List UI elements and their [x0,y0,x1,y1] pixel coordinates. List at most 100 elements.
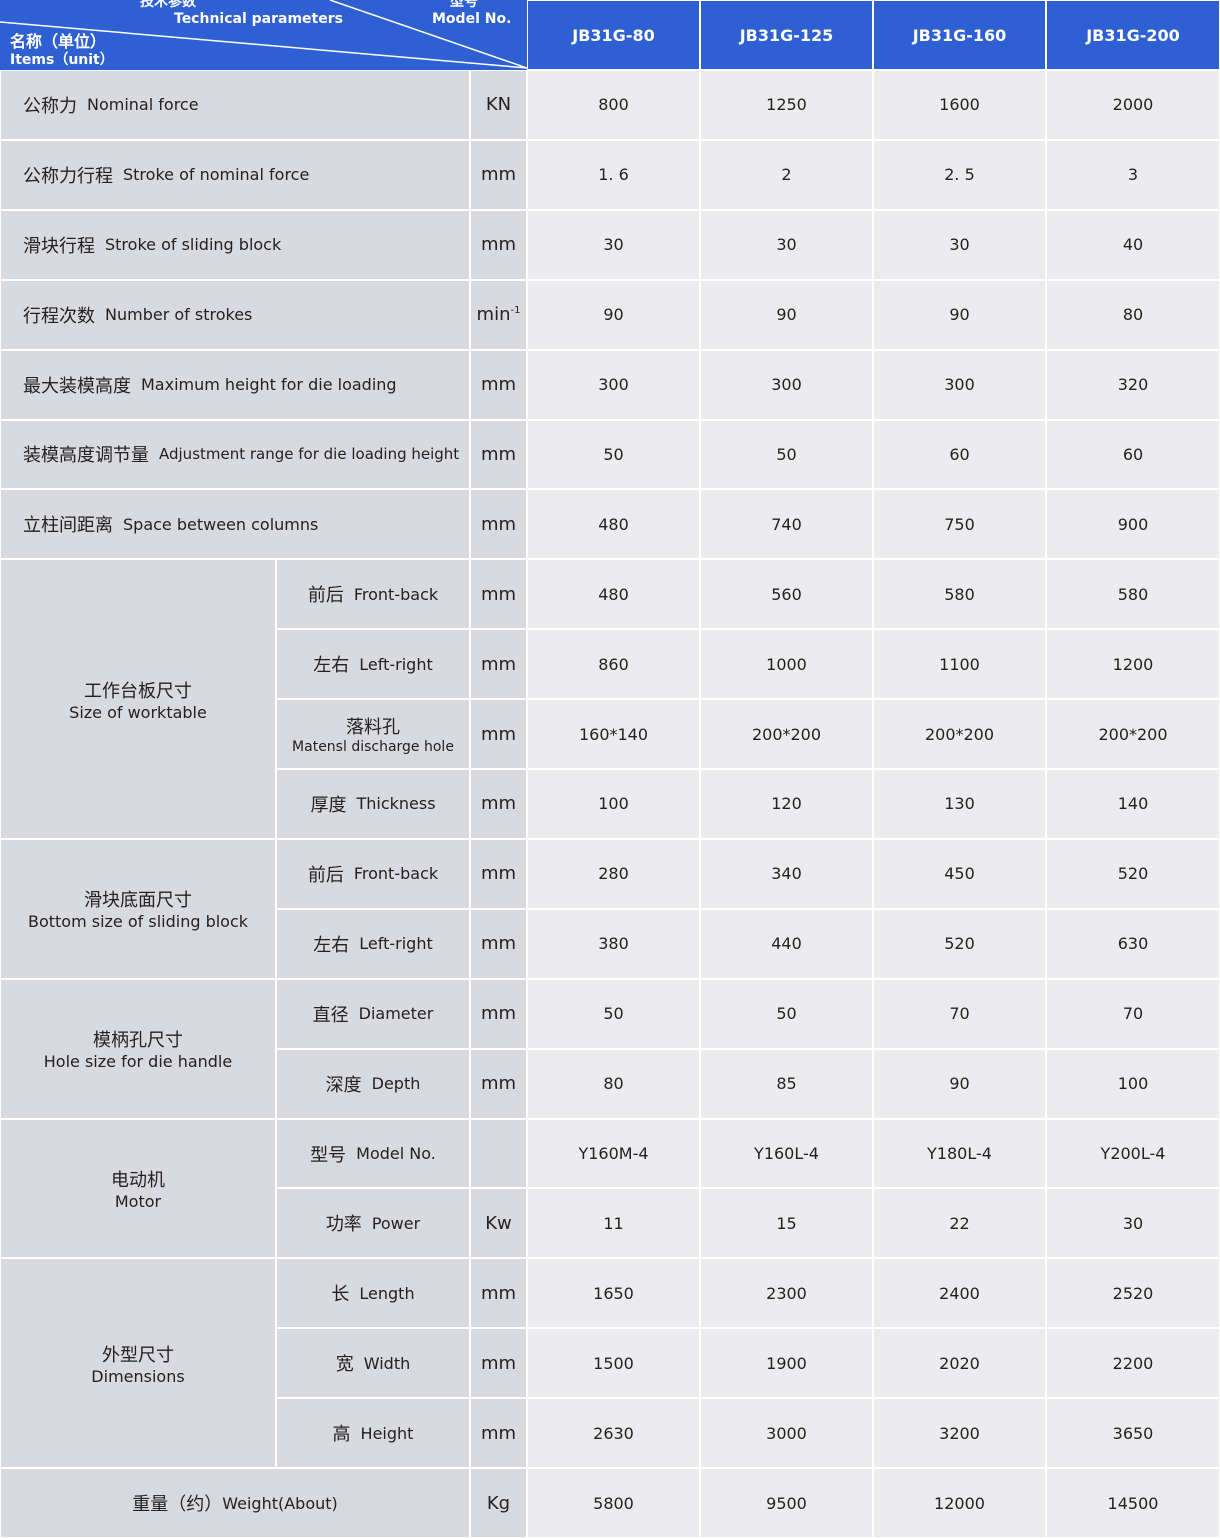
model-header: JB31G-80 [527,0,700,70]
unit: KN [485,94,512,116]
model-header: JB31G-125 [700,0,873,70]
sub-en: Model No. [356,1144,436,1163]
value: 100 [1117,1074,1149,1094]
row-cn: 最大装模高度 [23,375,131,397]
value: 520 [944,934,975,954]
value: 22 [949,1213,970,1233]
sub-label: 型号 Model No. [276,1118,470,1189]
value-cell: 30 [873,209,1046,280]
value-cell: 90 [873,279,1046,350]
group-label: 电动机 Motor [0,1118,276,1259]
row-en: Maximum height for die loading [141,375,397,395]
value-cell: 160*140 [527,699,700,770]
value: 30 [1122,1213,1144,1233]
row-en: Space between columns [123,514,319,534]
value: 12000 [934,1493,985,1513]
row-label: 立柱间距离 Space between columns [0,489,470,560]
value-cell: 50 [527,419,700,490]
value: 85 [776,1074,797,1094]
sub-label: 宽 Width [276,1328,470,1399]
value-cell: Y160L-4 [700,1118,873,1189]
value-cell: 750 [873,489,1046,560]
unit: mm [480,234,517,256]
value-cell: 2 [700,139,873,210]
value: 130 [944,794,975,814]
value-cell: 3 [1046,139,1220,210]
value-cell: 2300 [700,1258,873,1329]
group-cn: 模柄孔尺寸 [93,1030,183,1052]
value-cell: 3200 [873,1398,1046,1469]
sub-cn: 高 [332,1424,351,1446]
unit-cell: KN [470,70,527,140]
value: 1600 [939,95,980,115]
sub-cn: 直径 [312,1004,349,1026]
group-en: Hole size for die handle [43,1052,233,1072]
model-en: Model No. [432,11,512,27]
group-en: Bottom size of sliding block [27,912,249,932]
model-header: JB31G-160 [873,0,1046,70]
value-cell: Y200L-4 [1046,1118,1220,1189]
sub-label: 前后 Front-back [276,838,470,909]
sub-label: 厚度 Thickness [276,769,470,839]
value: 1500 [593,1353,634,1373]
row-label: 装模高度调节量 Adjustment range for die loading … [0,419,470,490]
row-label: 公称力 Nominal force [0,70,470,140]
unit-cell: mm [470,978,527,1049]
value-cell: 80 [1046,279,1220,350]
value: 60 [949,444,970,464]
unit: mm [480,513,517,535]
value: 740 [771,514,802,534]
sub-en: Thickness [356,794,436,814]
unit-cell: mm [470,908,527,979]
value: 560 [771,584,802,604]
unit-cell: mm [470,1328,527,1399]
sub-label: 深度 Depth [276,1048,470,1119]
value: 50 [776,1004,797,1024]
value: 80 [1122,305,1144,325]
value-cell: 2400 [873,1258,1046,1329]
value-cell: 380 [527,908,700,979]
value: 40 [1122,235,1144,255]
value: 3200 [939,1423,980,1443]
value-cell: 630 [1046,908,1220,979]
sub-cn: 落料孔 [346,717,400,739]
value: 30 [949,235,970,255]
unit: mm [480,653,517,675]
value-cell: 860 [527,629,700,700]
row-label: 最大装模高度 Maximum height for die loading [0,349,470,420]
footer-label: 重量（约） Weight(About) [0,1468,470,1538]
value-cell: 130 [873,769,1046,839]
value: 2200 [1112,1353,1154,1373]
group-cn: 电动机 [111,1169,165,1191]
value-cell: 800 [527,70,700,140]
unit: mm [480,1003,517,1025]
sub-en: Height [360,1423,414,1443]
value: 2020 [939,1353,980,1373]
value: 630 [1117,934,1149,954]
value: 1100 [939,654,980,674]
value: 14500 [1107,1493,1159,1513]
group-cn: 外型尺寸 [102,1344,174,1366]
value-cell: 740 [700,489,873,560]
value-cell: 120 [700,769,873,839]
unit: mm [480,793,517,815]
model-name: JB31G-200 [1086,25,1180,45]
value: 300 [598,375,629,395]
value-cell: 30 [527,209,700,280]
value-cell: 520 [1046,838,1220,909]
header-corner: 技术参数 Technical parameters 型号 Model No. 名… [0,0,527,70]
group-label: 滑块底面尺寸 Bottom size of sliding block [0,838,276,979]
value-cell: 90 [873,1048,1046,1119]
value-cell: Y160M-4 [527,1118,700,1189]
value-cell: 1100 [873,629,1046,700]
value: 80 [603,1074,624,1094]
value: 1000 [766,654,807,674]
value-cell: 2. 5 [873,139,1046,210]
unit-cell: mm [470,629,527,700]
value-cell: 11 [527,1188,700,1259]
value: 50 [776,444,797,464]
row-cn: 立柱间距离 [23,515,113,537]
unit: mm [480,933,517,955]
value: 90 [949,1074,970,1094]
